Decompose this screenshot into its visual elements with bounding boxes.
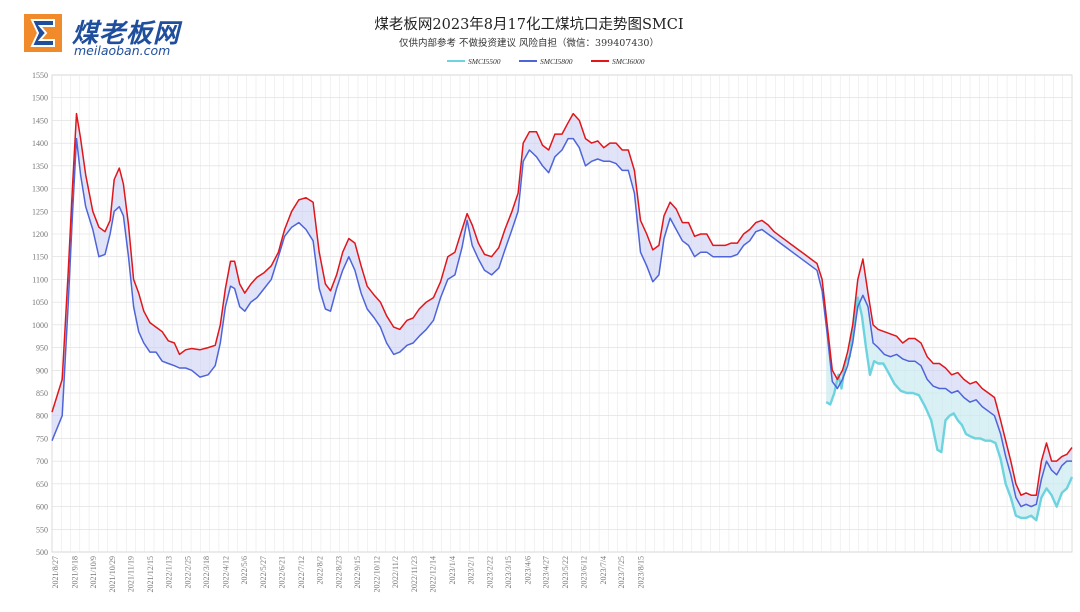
x-tick-label: 2021/8/27 [51,556,60,588]
chart-subtitle: 仅供内部参考 不做投资建议 风险自担（微信：399407430） [399,37,659,49]
y-tick-label: 1500 [32,94,48,103]
y-tick-label: 1150 [32,253,48,262]
y-tick-label: 1450 [32,116,48,125]
x-tick-label: 2021/11/19 [127,556,136,592]
x-tick-label: 2021/9/18 [71,556,80,588]
x-tick-label: 2022/11/2 [391,556,400,588]
x-tick-label: 2023/1/4 [448,556,457,584]
x-tick-label: 2023/2/1 [466,556,475,584]
legend-label-smci6000: SMCI6000 [612,57,645,66]
x-tick-label: 2021/12/15 [146,556,155,592]
y-tick-label: 1200 [32,230,48,239]
x-tick-label: 2022/10/12 [372,556,381,592]
x-tick-label: 2023/3/15 [504,556,513,588]
x-tick-label: 2022/9/15 [353,556,362,588]
x-tick-label: 2023/4/27 [542,556,551,588]
x-tick-label: 2022/1/13 [164,556,173,588]
x-tick-label: 2023/7/4 [599,556,608,584]
chart-title: 煤老板网2023年8月17化工煤坑口走势图SMCI [374,15,683,33]
x-tick-label: 2023/8/15 [637,556,646,588]
y-tick-label: 500 [36,548,48,557]
y-tick-label: 1400 [32,139,48,148]
y-tick-label: 550 [36,525,48,534]
legend-label-smci5500: SMCI5500 [468,57,501,66]
x-tick-label: 2022/5/27 [259,556,268,588]
x-tick-label: 2023/5/22 [561,556,570,588]
x-tick-label: 2023/4/6 [523,556,532,584]
x-tick-label: 2022/8/23 [335,556,344,588]
x-tick-label: 2022/4/12 [221,556,230,588]
x-tick-label: 2022/11/23 [410,556,419,592]
y-tick-label: 1250 [32,207,48,216]
y-tick-label: 700 [36,457,48,466]
x-tick-label: 2021/10/29 [108,556,117,592]
legend: SMCI5500 SMCI5800 SMCI6000 [447,57,645,66]
y-tick-label: 750 [36,434,48,443]
y-tick-label: 900 [36,366,48,375]
x-axis: 2021/8/27 2021/9/18 2021/10/9 2021/10/29 202… [51,556,645,592]
y-tick-label: 1550 [32,71,48,80]
x-tick-label: 2023/7/25 [617,556,626,588]
y-axis: 500 550 600 650 700 750 800 850 900 950 1000 1050 11… [32,71,48,557]
x-tick-label: 2021/10/9 [89,556,98,588]
x-tick-label: 2022/12/14 [429,556,438,592]
x-tick-label: 2022/6/21 [278,556,287,588]
y-tick-label: 650 [36,480,48,489]
x-tick-label: 2022/3/18 [202,556,211,588]
y-tick-label: 800 [36,412,48,421]
y-tick-label: 1300 [32,185,48,194]
legend-label-smci5800: SMCI5800 [540,57,573,66]
x-tick-label: 2022/8/2 [315,556,324,584]
x-tick-label: 2022/5/6 [240,556,249,584]
x-tick-label: 2022/2/25 [184,556,193,588]
y-tick-label: 850 [36,389,48,398]
x-tick-label: 2023/2/22 [486,556,495,588]
y-tick-label: 1050 [32,298,48,307]
y-tick-label: 1100 [32,275,48,284]
y-tick-label: 1350 [32,162,48,171]
y-tick-label: 600 [36,503,48,512]
y-tick-label: 950 [36,344,48,353]
x-tick-label: 2023/6/12 [579,556,588,588]
y-tick-label: 1000 [32,321,48,330]
x-tick-label: 2022/7/12 [297,556,306,588]
